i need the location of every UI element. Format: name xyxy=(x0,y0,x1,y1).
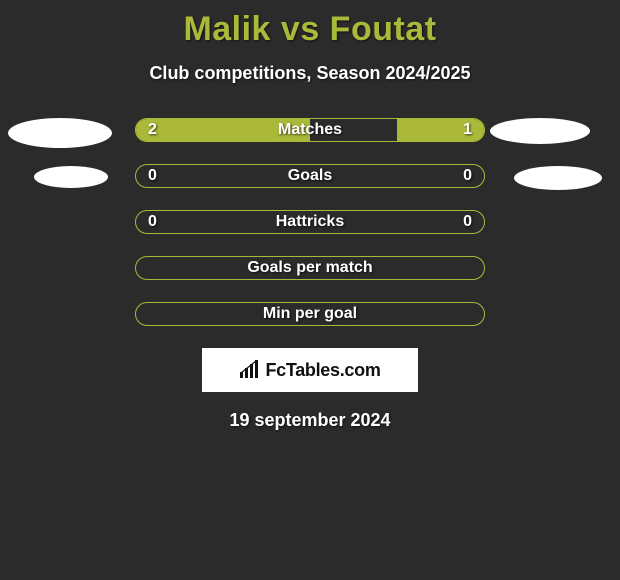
stat-left-value: 0 xyxy=(136,213,157,231)
branding-text: FcTables.com xyxy=(265,360,380,381)
decorative-ellipse xyxy=(490,118,590,144)
stat-right-half: 0 xyxy=(310,211,484,233)
stat-right-value: 0 xyxy=(463,213,484,231)
chart-icon xyxy=(239,360,261,380)
stat-right-half xyxy=(310,257,484,279)
stat-left-value: 0 xyxy=(136,167,157,185)
stat-left-half: 0 xyxy=(136,211,310,233)
decorative-ellipse xyxy=(514,166,602,190)
date-label: 19 september 2024 xyxy=(0,410,620,431)
decorative-ellipse xyxy=(8,118,112,148)
page-title: Malik vs Foutat xyxy=(0,0,620,49)
stat-right-half: 1 xyxy=(310,119,484,141)
decorative-ellipse xyxy=(34,166,108,188)
stat-left-half: 0 xyxy=(136,165,310,187)
stat-left-half: 2 xyxy=(136,119,310,141)
stat-left-half xyxy=(136,303,310,325)
stat-right-half xyxy=(310,303,484,325)
stat-row: Min per goal xyxy=(135,302,485,326)
stat-row: 00Hattricks xyxy=(135,210,485,234)
stat-row: Goals per match xyxy=(135,256,485,280)
stat-row: 00Goals xyxy=(135,164,485,188)
stat-right-value: 0 xyxy=(463,167,484,185)
page-subtitle: Club competitions, Season 2024/2025 xyxy=(0,63,620,84)
stat-left-half xyxy=(136,257,310,279)
stat-right-value: 1 xyxy=(463,121,484,139)
comparison-stage: 21Matches00Goals00HattricksGoals per mat… xyxy=(0,118,620,326)
stat-left-fill xyxy=(136,119,310,141)
branding-logo: FcTables.com xyxy=(202,348,418,392)
stat-row: 21Matches xyxy=(135,118,485,142)
stat-left-value: 2 xyxy=(136,121,157,139)
stat-right-half: 0 xyxy=(310,165,484,187)
